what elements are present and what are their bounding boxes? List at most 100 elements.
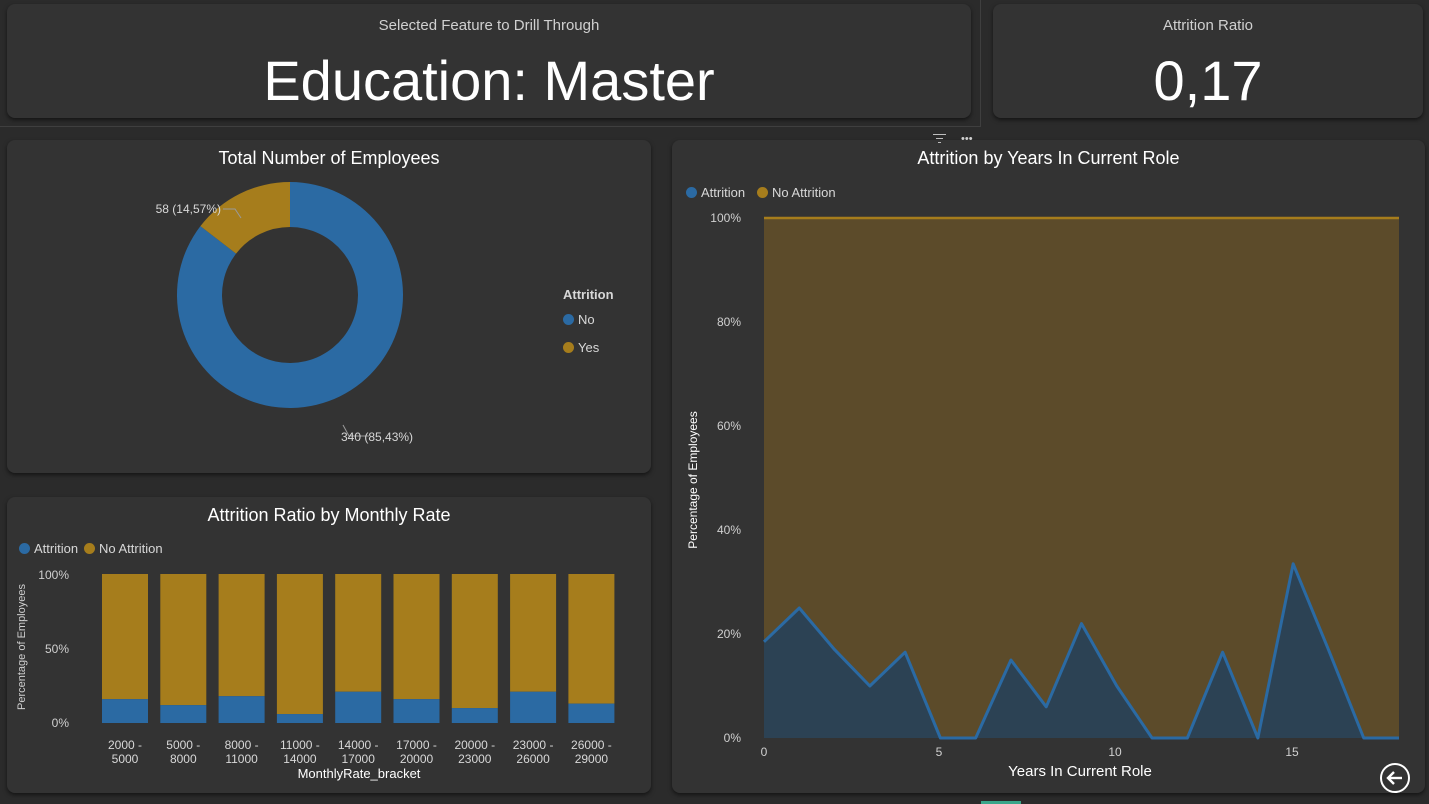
bar-attrition[interactable] (568, 703, 615, 723)
donut-data-label-no: 340 (85,43%) (341, 430, 413, 444)
frame-divider-horizontal (0, 126, 980, 127)
bar-attrition[interactable] (160, 705, 207, 723)
donut-chart: 340 (85,43%) 58 (14,57%) (156, 182, 413, 444)
legend-label-no-attrition: No Attrition (99, 541, 163, 556)
bars-x-tick-label: 26000 (516, 752, 550, 766)
area-x-tick-15: 15 (1285, 745, 1299, 759)
legend-dot-no (563, 314, 574, 325)
bar-no-attrition[interactable] (393, 574, 440, 700)
frame-divider-vertical (980, 0, 981, 127)
bar-no-attrition[interactable] (568, 574, 615, 704)
area-legend-no-attrition[interactable]: No Attrition (757, 185, 836, 200)
area-y-tick-60: 60% (717, 419, 741, 433)
monthly-rate-card[interactable]: Attrition Ratio by Monthly Rate Attritio… (7, 497, 651, 793)
area-y-tick-80: 80% (717, 315, 741, 329)
area-x-tick-10: 10 (1108, 745, 1122, 759)
bars-x-tick-label: 5000 - (166, 738, 200, 752)
area-legend-attrition[interactable]: Attrition (686, 185, 745, 200)
more-options-icon[interactable]: ••• (961, 133, 973, 145)
bar-attrition[interactable] (393, 699, 440, 723)
area-y-tick-0: 0% (724, 731, 742, 745)
legend-dot-attrition (686, 187, 697, 198)
donut-data-label-yes: 58 (14,57%) (156, 202, 221, 216)
back-arrow-icon[interactable] (1379, 762, 1410, 793)
monthly-rate-bar-chart: 100% 50% 0% Percentage of Employees Mont… (16, 568, 615, 781)
attrition-ratio-card: Attrition Ratio 0,17 (993, 4, 1423, 118)
bar-attrition[interactable] (102, 699, 148, 723)
area-y-tick-20: 20% (717, 627, 741, 641)
area-y-tick-40: 40% (717, 523, 741, 537)
attrition-ratio-value: 0,17 (1153, 49, 1263, 112)
attrition-line[interactable] (762, 562, 1399, 740)
bars-x-tick-label: 29000 (575, 752, 609, 766)
bars-x-tick-label: 17000 - (396, 738, 437, 752)
bars-x-tick-label: 2000 - (108, 738, 142, 752)
legend-label-no-attrition: No Attrition (772, 185, 836, 200)
bars-legend-no-attrition[interactable]: No Attrition (84, 541, 163, 556)
legend-label-no: No (578, 312, 595, 327)
bar-attrition[interactable] (451, 708, 498, 723)
donut-slice-yes[interactable] (200, 182, 290, 254)
drill-through-value: Education: Master (263, 49, 715, 112)
legend-label-attrition: Attrition (34, 541, 79, 556)
bars-x-tick-label: 5000 (112, 752, 139, 766)
bar-no-attrition[interactable] (102, 574, 148, 700)
donut-legend-title: Attrition (563, 287, 614, 302)
bars-x-axis-title: MonthlyRate_bracket (298, 766, 421, 781)
bars-x-tick-label: 17000 (342, 752, 376, 766)
years-in-role-card[interactable]: Attrition by Years In Current Role Attri… (672, 140, 1425, 793)
donut-legend-item-yes[interactable]: Yes (563, 340, 599, 355)
bars-legend-attrition[interactable]: Attrition (19, 541, 78, 556)
label-leader-yes (223, 208, 242, 219)
bars-x-tick-label: 11000 - (280, 738, 320, 752)
donut-title: Total Number of Employees (218, 148, 440, 168)
donut-slice-no[interactable] (176, 182, 403, 408)
bars-y-tick-50: 50% (45, 642, 69, 656)
bars-y-axis-title: Percentage of Employees (16, 584, 28, 710)
area-x-tick-0: 0 (761, 745, 768, 759)
legend-label-yes: Yes (578, 340, 600, 355)
bars-x-tick-label: 11000 (225, 752, 258, 766)
bars-x-tick-label: 26000 - (571, 738, 612, 752)
legend-dot-yes (563, 342, 574, 353)
area-x-axis-title: Years In Current Role (1008, 763, 1152, 780)
bar-attrition[interactable] (335, 691, 382, 723)
bar-no-attrition[interactable] (276, 574, 323, 715)
bar-no-attrition[interactable] (451, 574, 498, 709)
legend-dot-attrition (19, 543, 30, 554)
bars-x-tick-label: 14000 (283, 752, 317, 766)
label-leader-no (342, 424, 369, 437)
drill-through-card: Selected Feature to Drill Through Educat… (7, 4, 971, 118)
bar-no-attrition[interactable] (510, 574, 557, 692)
donut-legend-item-no[interactable]: No (563, 312, 595, 327)
area-title: Attrition by Years In Current Role (917, 148, 1180, 168)
area-attrition[interactable] (764, 563, 1399, 738)
page-tab-indicator[interactable] (981, 801, 1021, 804)
bar-no-attrition[interactable] (160, 574, 207, 706)
drill-through-label: Selected Feature to Drill Through (378, 17, 600, 34)
bars-x-tick-label: 14000 - (338, 738, 379, 752)
bars-x-tick-label: 20000 - (454, 738, 495, 752)
years-in-role-area-chart: 100% 80% 60% 40% 20% 0% 0 5 10 15 Percen… (686, 211, 1399, 780)
bars-x-tick-label: 23000 - (513, 738, 554, 752)
total-employees-card[interactable]: Total Number of Employees 340 (85,43%) 5… (7, 140, 651, 473)
filter-icon[interactable] (933, 134, 946, 144)
back-arrow-glyph (1380, 763, 1410, 793)
bar-attrition[interactable] (218, 696, 265, 723)
attrition-ratio-label: Attrition Ratio (1162, 17, 1254, 34)
bars-x-tick-label: 8000 (170, 752, 197, 766)
bar-attrition[interactable] (276, 714, 323, 723)
bar-no-attrition[interactable] (218, 574, 265, 697)
bars-y-tick-100: 100% (38, 568, 69, 582)
bar-no-attrition[interactable] (335, 574, 382, 692)
legend-label-attrition: Attrition (701, 185, 746, 200)
legend-dot-no-attrition (84, 543, 95, 554)
bars-x-tick-label: 20000 (400, 752, 434, 766)
area-x-tick-5: 5 (936, 745, 943, 759)
area-y-axis-title: Percentage of Employees (686, 411, 700, 548)
bars-x-tick-label: 8000 - (225, 738, 259, 752)
bars-x-tick-label: 23000 (458, 752, 492, 766)
bars-title: Attrition Ratio by Monthly Rate (207, 505, 451, 525)
legend-dot-no-attrition (757, 187, 768, 198)
bar-attrition[interactable] (510, 691, 557, 723)
